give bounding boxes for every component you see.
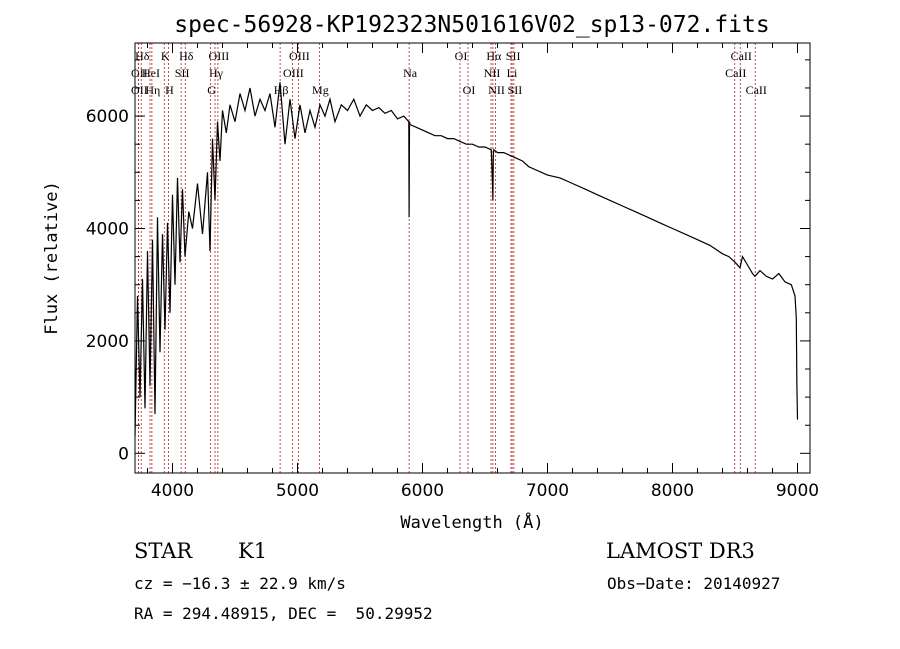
line-label-20: NII [484, 66, 501, 80]
x-tick-label-7000: 7000 [526, 481, 569, 501]
line-label-18: OI [463, 83, 476, 97]
y-axis-label: Flux (relative) [42, 181, 62, 335]
line-label-23: Li [507, 66, 518, 80]
y-tick-label-0: 0 [118, 444, 129, 464]
line-label-5: K [161, 49, 170, 63]
line-label-9: OIII [209, 49, 230, 63]
line-label-21: NII [488, 83, 505, 97]
line-label-10: Hγ [209, 66, 224, 80]
line-label-17: OI [455, 49, 468, 63]
survey-name: LAMOST DR3 [606, 539, 755, 563]
line-label-12: OIII [289, 49, 310, 63]
object-class: STAR [134, 539, 193, 563]
spectrum-line [134, 82, 799, 437]
line-label-8: Hδ [179, 49, 194, 63]
line-label-4: Hη [145, 83, 160, 97]
y-axis: 0 2000 4000 6000 [86, 59, 810, 464]
line-label-13: OIII [283, 66, 304, 80]
x-tick-label-6000: 6000 [401, 481, 444, 501]
coordinates-readout: RA = 294.48915, DEC = 50.29952 [134, 604, 433, 623]
x-tick-label-9000: 9000 [776, 481, 819, 501]
line-label-3: HeI [142, 66, 160, 80]
line-label-25: CaII [731, 49, 752, 63]
x-axis-label: Wavelength (Å) [400, 511, 543, 533]
plot-frame [134, 42, 811, 474]
line-label-15: Mg [312, 83, 329, 97]
y-tick-label-6000: 6000 [86, 107, 129, 127]
chart-title: spec-56928-KP192323N501616V02_sp13-072.f… [174, 12, 769, 38]
line-label-19: Hα [486, 49, 502, 63]
line-label-0: Hδ [135, 49, 150, 63]
line-label-27: CaII [746, 83, 767, 97]
x-tick-label-5000: 5000 [276, 481, 319, 501]
line-label-26: CaII [725, 66, 746, 80]
line-label-11: G [207, 83, 216, 97]
line-label-22: SII [506, 49, 521, 63]
object-subclass: K1 [238, 539, 268, 563]
redshift-readout: cz = −16.3 ± 22.9 km/s [134, 574, 346, 593]
x-tick-label-8000: 8000 [651, 481, 694, 501]
line-label-6: H [165, 83, 174, 97]
x-axis: 4000 5000 6000 7000 8000 9000 [147, 43, 819, 501]
y-tick-label-4000: 4000 [86, 219, 129, 239]
line-label-24: SII [508, 83, 523, 97]
y-tick-label-2000: 2000 [86, 332, 129, 352]
line-label-7: SII [175, 66, 190, 80]
x-tick-label-4000: 4000 [151, 481, 194, 501]
line-label-16: Na [403, 66, 418, 80]
observation-date: Obs−Date: 20140927 [607, 574, 781, 593]
